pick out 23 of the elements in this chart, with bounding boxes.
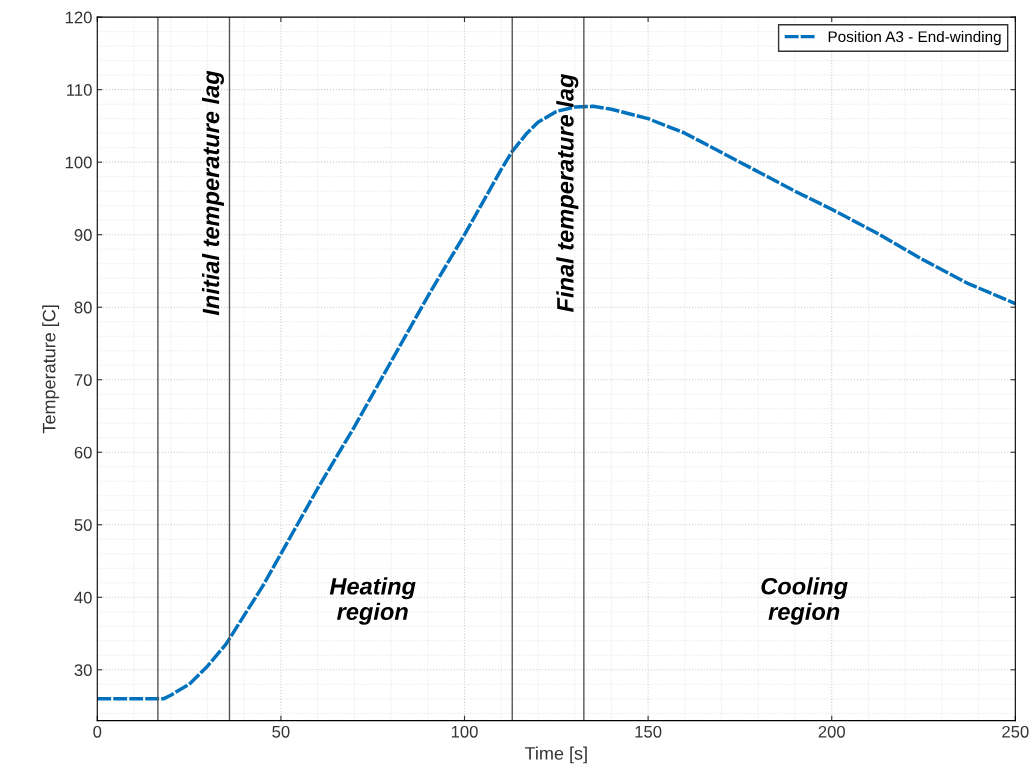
y-tick-label: 90 (74, 229, 92, 241)
y-axis-title: Temperature [C] (42, 305, 60, 434)
y-tick-label: 110 (67, 84, 92, 96)
x-tick-label: 250 (1002, 725, 1029, 738)
x-tick-label: 200 (818, 725, 845, 738)
y-tick-label: 70 (74, 374, 92, 386)
y-tick-label: 120 (65, 11, 92, 24)
legend-label: Position A3 - End-winding (828, 30, 1001, 46)
y-tick-label: 60 (74, 446, 92, 459)
annotation: Cooling region (761, 577, 848, 625)
y-tick-label: 50 (74, 519, 92, 531)
x-tick-label: 0 (93, 725, 102, 738)
x-tick-label: 50 (272, 725, 290, 738)
x-tick-label: 150 (635, 725, 662, 738)
annotation: Heating region (329, 577, 416, 625)
y-tick-label: 80 (74, 301, 92, 314)
ref-line-label: Final temperature lag (556, 73, 579, 312)
y-tick-label: 40 (74, 591, 92, 604)
x-axis-title: Time [s] (524, 746, 587, 764)
y-tick-label: 100 (65, 156, 92, 169)
x-tick-label: 100 (451, 725, 478, 738)
y-tick-label: 30 (74, 664, 92, 677)
ref-line-label: Initial temperature lag (201, 70, 224, 316)
